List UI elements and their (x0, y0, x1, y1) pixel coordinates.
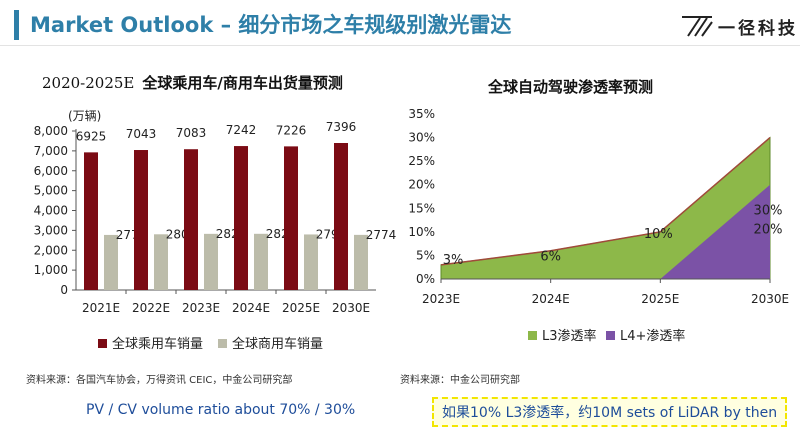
y-tick-label: 8,000 (34, 124, 68, 138)
left-chart-source: 资料来源：各国汽车协会，万得资讯 CEIC，中金公司研究部 (26, 375, 293, 386)
shipment-bar-chart: (万辆) 0 1,000 2,000 3,000 4,000 5,000 6,000 7,000… (34, 109, 397, 315)
x-tick-label: 2024E (232, 301, 270, 315)
area-data-label: 3% (443, 253, 464, 268)
y-tick-label: 20% (408, 178, 435, 192)
x-tick-label: 2022E (132, 301, 170, 315)
legend-item-l3: L3渗透率 (528, 325, 597, 344)
x-tick-label: 2024E (532, 292, 570, 306)
x-tick-label: 2030E (751, 292, 789, 306)
left-chart-title-year: 2020-2025E (42, 74, 135, 92)
legend-swatch-l3 (528, 331, 537, 340)
data-label-cv: 2774 (366, 228, 397, 242)
header-divider (0, 45, 800, 46)
bar-pv (284, 146, 298, 290)
bar-cv (154, 234, 168, 290)
y-tick-label: 7,000 (34, 144, 68, 158)
bar-pv (234, 146, 248, 290)
data-label-pv: 7043 (126, 127, 157, 141)
y-tick-label: 2,000 (34, 243, 68, 257)
area-data-label: 10% (644, 227, 673, 242)
header-accent-bar (14, 10, 19, 40)
bar-pv (184, 149, 198, 290)
y-tick-label: 1,000 (34, 263, 68, 277)
legend-label-pv: 全球乘用车销量 (112, 337, 204, 352)
legend-label-l3: L3渗透率 (542, 329, 597, 344)
y-tick-label: 25% (408, 154, 435, 168)
legend-item-pv: 全球乘用车销量 (98, 333, 203, 352)
bar-cv (254, 233, 268, 290)
y-tick-label: 10% (408, 225, 435, 239)
company-logo: 一径科技 (680, 12, 795, 39)
bar-cv (304, 234, 318, 290)
y-tick-label: 15% (408, 201, 435, 215)
area-data-label: 30% (754, 204, 783, 219)
legend-item-cv: 全球商用车销量 (218, 333, 323, 352)
y-tick-label: 5,000 (34, 184, 68, 198)
bar-cv (104, 234, 118, 290)
legend-label-cv: 全球商用车销量 (232, 337, 324, 352)
area-data-label: 6% (540, 250, 561, 265)
x-tick-label: 2030E (332, 301, 370, 315)
data-label-pv: 6925 (76, 129, 107, 143)
data-label-pv: 7396 (326, 120, 357, 134)
y-axis-unit-label: (万辆) (68, 109, 101, 123)
page-title: Market Outlook – 细分市场之车规级别激光雷达 (30, 13, 512, 37)
legend-swatch-cv (218, 339, 227, 348)
y-tick-label: 4,000 (34, 204, 68, 218)
bar-pv (334, 143, 348, 290)
x-tick-label: 2023E (422, 292, 460, 306)
area-l4 (660, 184, 770, 279)
volume-ratio-note: PV / CV volume ratio about 70% / 30% (86, 402, 356, 418)
left-chart-title: 2020-2025E 全球乘用车/商用车出货量预测 (42, 72, 343, 93)
bar-pv (84, 152, 98, 290)
legend-label-l4: L4+渗透率 (620, 329, 686, 344)
bar-pv (134, 150, 148, 290)
area-data-label: 20% (754, 223, 783, 238)
y-tick-label: 30% (408, 131, 435, 145)
logo-mark-icon (682, 16, 713, 37)
x-tick-label: 2021E (82, 301, 120, 315)
line-l3-top (440, 137, 771, 266)
y-tick-label: 5% (416, 248, 435, 262)
data-label-pv: 7242 (226, 123, 257, 137)
legend-item-l4: L4+渗透率 (606, 325, 685, 344)
x-tick-label: 2025E (641, 292, 679, 306)
bar-cv (354, 234, 368, 290)
y-tick-label: 0% (416, 272, 435, 286)
data-label-pv: 7083 (176, 126, 207, 140)
legend-swatch-l4 (606, 331, 615, 340)
y-tick-label: 35% (408, 107, 435, 121)
x-tick-label: 2023E (182, 301, 220, 315)
left-chart-title-text: 全球乘用车/商用车出货量预测 (142, 74, 343, 92)
right-chart-source: 资料来源：中金公司研究部 (400, 375, 520, 386)
data-label-pv: 7226 (276, 123, 307, 137)
y-tick-label: 0 (60, 283, 68, 297)
x-tick-label: 2025E (282, 301, 320, 315)
penetration-area-chart: 0% 5% 10% 15% 20% 25% 30% 35% 2023E 2024E 2025E 203… (408, 107, 789, 306)
logo-text: 一径科技 (718, 19, 798, 39)
y-tick-label: 3,000 (34, 223, 68, 237)
bar-cv (204, 233, 218, 290)
legend-swatch-pv (98, 339, 107, 348)
lidar-estimate-callout: 如果10% L3渗透率，约10M sets of LiDAR by then (432, 397, 788, 427)
y-tick-label: 6,000 (34, 164, 68, 178)
right-chart-title: 全球自动驾驶渗透率预测 (488, 78, 654, 96)
